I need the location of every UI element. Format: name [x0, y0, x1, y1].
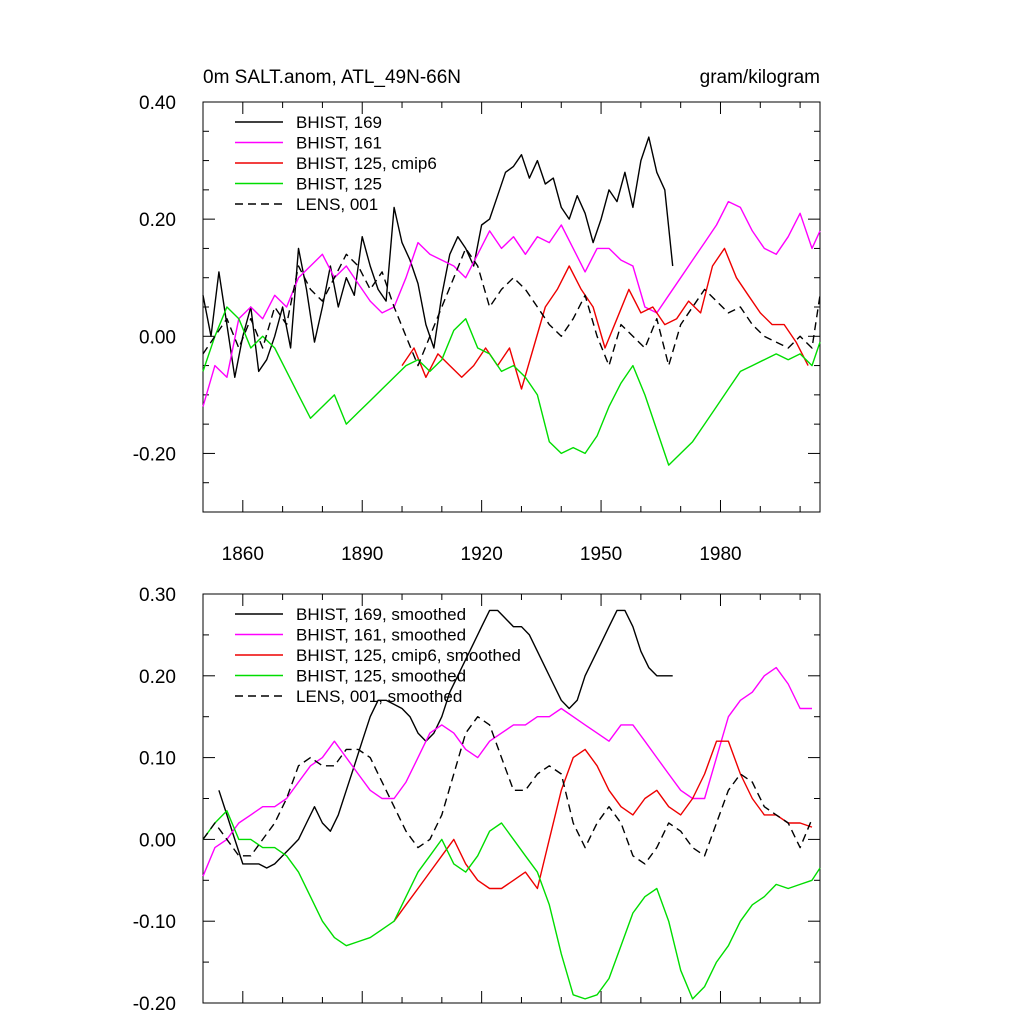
series-line	[202, 306, 821, 466]
legend-entry: BHIST, 125, cmip6	[296, 154, 437, 173]
y-tick-label: -0.20	[133, 994, 176, 1015]
legend-entry: BHIST, 125, smoothed	[296, 667, 466, 686]
series-line	[202, 136, 674, 378]
series-line	[218, 609, 673, 869]
series-line	[202, 716, 813, 865]
chart-title: 0m SALT.anom, ATL_49N-66N	[203, 67, 461, 88]
x-tick-label: 1980	[699, 544, 741, 565]
y-tick-label: 0.00	[139, 830, 176, 851]
y-tick-label: 0.20	[139, 667, 176, 688]
units-label: gram/kilogram	[700, 67, 820, 88]
legend-entry: BHIST, 169	[296, 113, 382, 132]
x-tick-label: 1890	[341, 544, 383, 565]
y-tick-label: -0.20	[133, 444, 176, 465]
legend-entry: LENS, 001	[296, 195, 378, 214]
legend-entry: LENS, 001, smoothed	[296, 687, 462, 706]
y-tick-label: 0.30	[139, 585, 176, 606]
y-tick-label: 0.00	[139, 327, 176, 348]
y-tick-label: -0.10	[133, 912, 176, 933]
series-line	[202, 200, 821, 407]
y-tick-label: 0.10	[139, 749, 176, 770]
bottom-panel: -0.20 -0.10 0.00 0.10 0.20 0.30 BHIST, 169, sm…	[133, 585, 821, 1015]
series-line	[393, 740, 813, 922]
legend-entry: BHIST, 125	[296, 175, 382, 194]
x-tick-label: 1950	[580, 544, 622, 565]
series-line	[202, 247, 821, 367]
legend-entry: BHIST, 169, smoothed	[296, 605, 466, 624]
series-line	[202, 666, 812, 877]
x-tick-label: 1920	[461, 544, 503, 565]
top-panel: -0.20 0.00 0.20 0.40 1860 1890 1920 1950 1980 0m …	[133, 67, 821, 565]
series-line	[202, 810, 821, 1000]
legend-entry: BHIST, 161, smoothed	[296, 626, 466, 645]
series-line	[401, 247, 809, 390]
legend-entry: BHIST, 125, cmip6, smoothed	[296, 646, 521, 665]
legend-entry: BHIST, 161	[296, 134, 382, 153]
y-tick-label: 0.20	[139, 210, 176, 231]
y-tick-label: 0.40	[139, 93, 176, 114]
x-tick-label: 1860	[222, 544, 264, 565]
